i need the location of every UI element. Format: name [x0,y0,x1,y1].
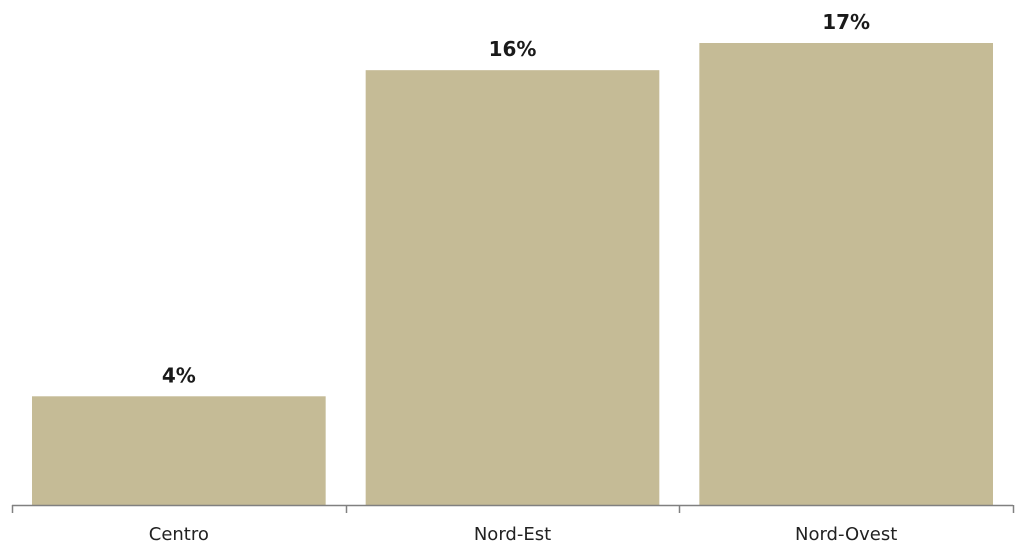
data-label-nord-ovest: 17% [822,10,870,34]
x-axis [11,504,1015,513]
category-label-nord-est: Nord-Est [474,524,551,543]
data-label-centro: 4% [162,363,196,387]
category-label-centro: Centro [149,524,209,543]
category-label-nord-ovest: Nord-Ovest [795,524,897,543]
data-labels-group: 4% 16% 17% [162,10,870,387]
data-label-nord-est: 16% [489,37,537,61]
category-labels-group: Centro Nord-Est Nord-Ovest [149,524,898,543]
bar-nord-est [365,70,660,506]
bar-centro [32,396,326,505]
bar-nord-ovest [699,43,993,505]
bars-group [32,43,993,506]
